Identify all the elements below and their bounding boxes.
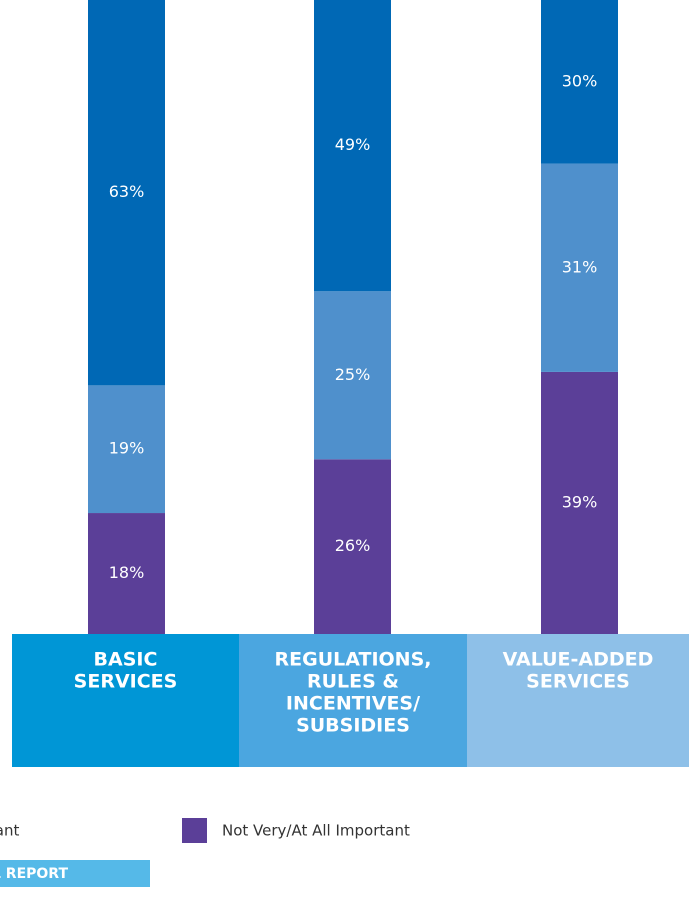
value-label: 30% [562, 71, 598, 90]
category-label: SERVICES [74, 671, 178, 693]
bar-segment [541, 163, 618, 372]
value-label: 26% [335, 536, 371, 555]
category-box [12, 634, 239, 767]
bar-segment [314, 459, 391, 634]
value-label: 63% [109, 182, 145, 201]
value-label: 25% [335, 365, 371, 384]
category-label: SERVICES [526, 671, 630, 693]
category-label: BASIC [94, 649, 158, 671]
value-label: 39% [562, 492, 598, 511]
bar-segment [541, 0, 618, 164]
value-label: 31% [562, 257, 598, 276]
value-label: 18% [109, 563, 145, 582]
bar-segment [314, 0, 391, 292]
bar-segment [314, 291, 391, 460]
category-box [467, 634, 689, 767]
footer-box [0, 860, 150, 887]
value-label: 49% [335, 135, 371, 154]
value-label: 19% [109, 439, 145, 458]
category-label: REGULATIONS, [275, 649, 432, 671]
legend-label: Important [0, 822, 19, 840]
bar-segment [541, 371, 618, 634]
legend-swatch [182, 818, 207, 843]
category-label: SUBSIDIES [296, 715, 410, 737]
bar-segment [88, 513, 165, 634]
bar-segment [88, 385, 165, 514]
footer: L REPORT [0, 866, 68, 882]
bar-segment [88, 0, 165, 386]
category-label: VALUE-ADDED [503, 649, 654, 671]
legend-label: Not Very/At All Important [222, 822, 410, 840]
category-box [239, 634, 467, 767]
category-label: INCENTIVES/ [286, 693, 420, 715]
category-label: RULES & [307, 671, 399, 693]
